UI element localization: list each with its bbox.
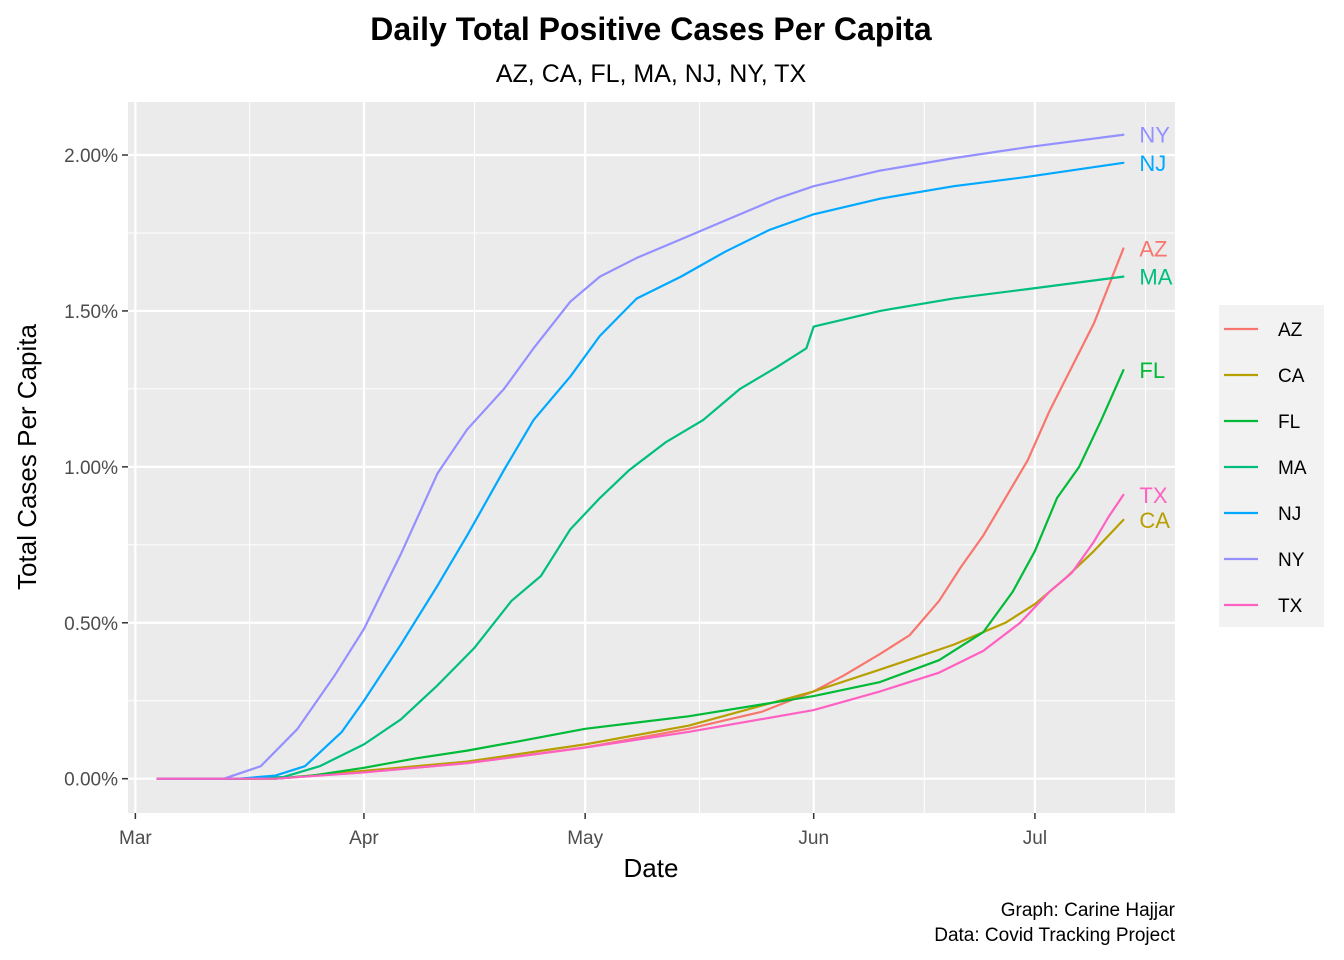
series-line-nj bbox=[156, 161, 1125, 780]
x-tick-label: Jul bbox=[1023, 828, 1047, 849]
end-label-nj: NJ bbox=[1139, 151, 1166, 176]
end-label-ca: CA bbox=[1139, 508, 1170, 533]
legend-label-ny: NY bbox=[1278, 550, 1305, 571]
x-axis: Mar Apr May Jun Jul bbox=[119, 813, 1047, 849]
end-label-fl: FL bbox=[1139, 358, 1165, 383]
end-label-ma: MA bbox=[1139, 265, 1172, 290]
legend-label-nj: NJ bbox=[1278, 504, 1301, 525]
legend-label-fl: FL bbox=[1278, 412, 1300, 433]
caption-graph: Graph: Carine Hajjar bbox=[1001, 900, 1176, 921]
x-tick-label: Jun bbox=[798, 828, 829, 849]
y-tick-label: 0.00% bbox=[64, 770, 118, 791]
legend-label-ma: MA bbox=[1278, 458, 1307, 479]
y-tick-label: 0.50% bbox=[64, 614, 118, 635]
x-tick-label: Mar bbox=[119, 828, 152, 849]
series-line-fl bbox=[156, 369, 1125, 780]
series-lines bbox=[156, 133, 1125, 780]
series-line-tx bbox=[156, 493, 1125, 780]
caption-data: Data: Covid Tracking Project bbox=[934, 925, 1175, 946]
y-axis-title: Total Cases Per Capita bbox=[12, 324, 42, 590]
chart-title: Daily Total Positive Cases Per Capita bbox=[370, 11, 932, 47]
series-line-ny bbox=[156, 133, 1125, 780]
x-tick-label: May bbox=[567, 828, 603, 849]
y-tick-label: 2.00% bbox=[64, 146, 118, 167]
grid-minor bbox=[128, 102, 1175, 813]
y-axis: 0.00% 0.50% 1.00% 1.50% 2.00% bbox=[64, 146, 128, 791]
legend-label-ca: CA bbox=[1278, 366, 1305, 387]
legend-label-tx: TX bbox=[1278, 596, 1303, 617]
legend-label-az: AZ bbox=[1278, 320, 1303, 341]
chart-subtitle: AZ, CA, FL, MA, NJ, NY, TX bbox=[496, 60, 807, 88]
x-axis-title: Date bbox=[624, 853, 679, 883]
end-label-tx: TX bbox=[1139, 483, 1167, 508]
series-line-ma bbox=[156, 275, 1125, 780]
x-tick-label: Apr bbox=[349, 828, 379, 849]
y-tick-label: 1.00% bbox=[64, 458, 118, 479]
grid-major bbox=[128, 102, 1175, 813]
y-tick-label: 1.50% bbox=[64, 302, 118, 323]
plot-panel bbox=[128, 102, 1175, 813]
end-label-az: AZ bbox=[1139, 237, 1167, 262]
legend: AZ CA FL MA NJ NY TX bbox=[1219, 305, 1324, 627]
end-label-ny: NY bbox=[1139, 123, 1170, 148]
